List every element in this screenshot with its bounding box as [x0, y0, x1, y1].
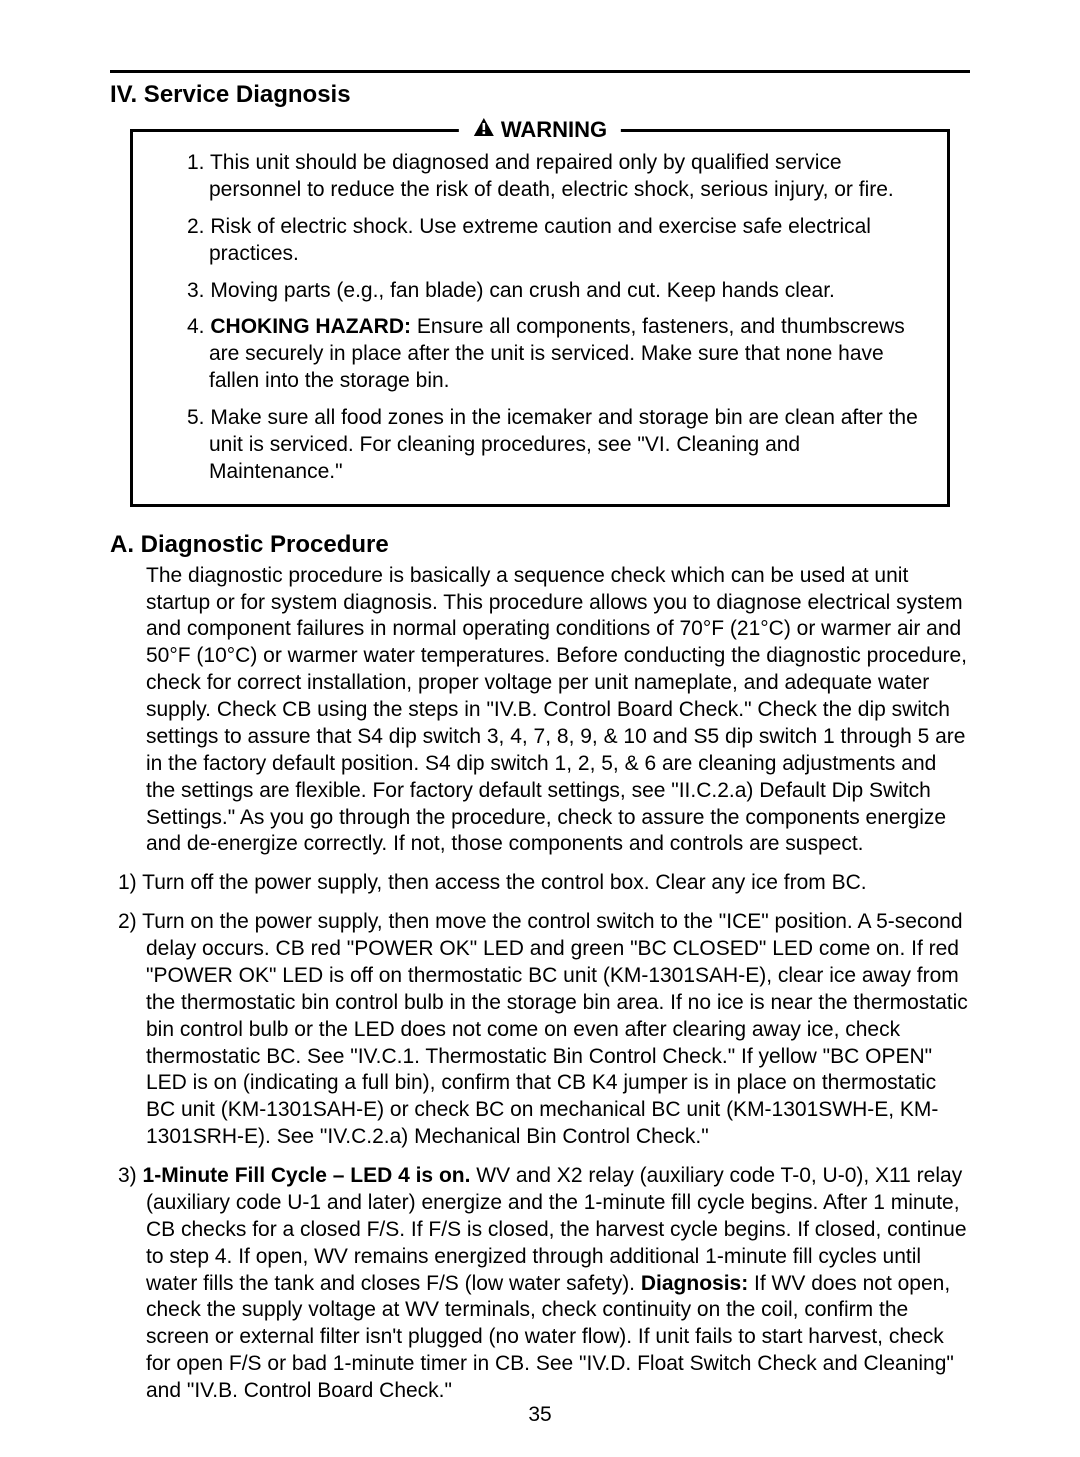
warning-item: 4. CHOKING HAZARD: Ensure all components…	[159, 314, 921, 395]
item-text: Risk of electric shock. Use extreme caut…	[209, 215, 871, 265]
step-text: Turn off the power supply, then access t…	[142, 871, 866, 894]
step-number: 1)	[118, 871, 137, 894]
subsection-title: A. Diagnostic Procedure	[110, 531, 970, 559]
step-number: 3)	[118, 1164, 137, 1187]
item-text: Make sure all food zones in the icemaker…	[209, 406, 918, 483]
item-number: 3.	[187, 279, 205, 302]
item-number: 1.	[187, 151, 205, 174]
page-number: 35	[0, 1403, 1080, 1427]
warning-item: 2. Risk of electric shock. Use extreme c…	[159, 214, 921, 268]
procedure-step: 1) Turn off the power supply, then acces…	[110, 870, 970, 897]
procedure-step: 2) Turn on the power supply, then move t…	[110, 909, 970, 1151]
item-text: Moving parts (e.g., fan blade) can crush…	[210, 279, 835, 302]
warning-item: 3. Moving parts (e.g., fan blade) can cr…	[159, 278, 921, 305]
step-bold2: Diagnosis:	[641, 1272, 748, 1295]
step-text: Turn on the power supply, then move the …	[142, 910, 968, 1148]
section-title: IV. Service Diagnosis	[110, 81, 970, 109]
warning-item: 1. This unit should be diagnosed and rep…	[159, 150, 921, 204]
intro-paragraph: The diagnostic procedure is basically a …	[146, 563, 970, 859]
warning-label-text: WARNING	[501, 117, 607, 143]
procedure-step-list: 1) Turn off the power supply, then acces…	[110, 870, 970, 1405]
warning-label: WARNING	[459, 117, 621, 143]
item-bold: CHOKING HAZARD:	[210, 315, 411, 338]
warning-item: 5. Make sure all food zones in the icema…	[159, 405, 921, 486]
document-page: IV. Service Diagnosis WARNING 1. This un…	[0, 0, 1080, 1457]
step-number: 2)	[118, 910, 137, 933]
item-text: This unit should be diagnosed and repair…	[209, 151, 894, 201]
warning-box: WARNING 1. This unit should be diagnosed…	[130, 129, 950, 507]
step-bold: 1-Minute Fill Cycle – LED 4 is on.	[143, 1164, 471, 1187]
top-horizontal-rule	[110, 70, 970, 73]
item-number: 5.	[187, 406, 205, 429]
procedure-step: 3) 1-Minute Fill Cycle – LED 4 is on. WV…	[110, 1163, 970, 1405]
item-number: 4.	[187, 315, 205, 338]
warning-triangle-icon	[473, 117, 495, 143]
warning-list: 1. This unit should be diagnosed and rep…	[159, 150, 921, 486]
item-number: 2.	[187, 215, 205, 238]
